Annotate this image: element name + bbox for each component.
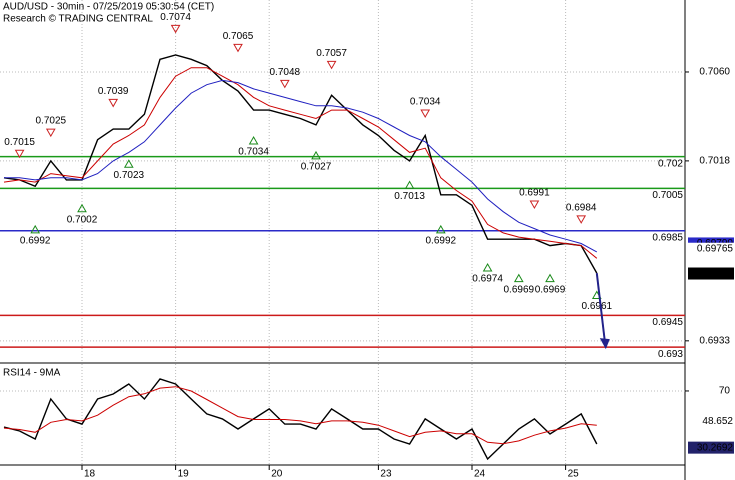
pivot-low-label: 0.6992 (20, 236, 51, 247)
pivot-high-label: 0.7025 (36, 116, 67, 127)
x-tick-label: 23 (380, 469, 392, 480)
price-tag (688, 415, 734, 428)
level-label: 0.6985 (652, 232, 683, 243)
chart-subtitle: Research © TRADING CENTRAL (3, 14, 153, 25)
chart-title: AUD/USD - 30min - 07/25/2019 05:30:54 (C… (3, 2, 214, 13)
pivot-high-marker (326, 60, 337, 70)
pivot-low-marker (311, 150, 321, 160)
pivot-high-marker (233, 43, 243, 53)
series-line (3, 54, 598, 274)
level-label: 0.702 (658, 158, 683, 169)
pivot-high-marker (529, 200, 540, 210)
pivot-high-label: 0.6991 (519, 188, 550, 199)
y-tick-label: 0.7060 (699, 67, 730, 78)
y-tick-label: 0.6933 (699, 335, 730, 346)
price-tag (688, 242, 734, 255)
pivot-low-label: 0.7034 (238, 147, 269, 158)
pivot-low-label: 0.6974 (472, 274, 503, 285)
pivot-low-label: 0.6969 (504, 284, 535, 295)
pivot-low-label: 0.6961 (582, 301, 613, 312)
pivot-high-label: 0.7057 (316, 48, 347, 59)
pivot-low-marker (404, 180, 415, 189)
pivot-low-marker (482, 263, 493, 272)
pivot-low-marker (435, 224, 446, 234)
pivot-high-marker (420, 109, 431, 119)
pivot-high-label: 0.7034 (410, 97, 441, 108)
x-tick-label: 18 (84, 469, 96, 480)
series-line (3, 378, 598, 461)
series-line (3, 386, 597, 445)
pivot-high-label: 0.7048 (270, 67, 301, 78)
pivot-high-marker (14, 149, 25, 159)
pivot-high-marker (45, 128, 56, 138)
pivot-high-label: 0.6984 (566, 203, 597, 214)
pivot-low-label: 0.6969 (535, 284, 566, 295)
pivot-low-label: 0.7023 (114, 170, 145, 181)
price-tag (688, 441, 734, 454)
level-label: 0.6945 (652, 317, 683, 328)
x-tick-label: 19 (178, 469, 190, 480)
pivot-low-marker (513, 273, 524, 283)
pivot-low-label: 0.6992 (426, 236, 457, 247)
series-line (3, 67, 598, 259)
price-tag-label: 0.69648 (697, 268, 734, 279)
pivot-high-marker (170, 24, 181, 34)
pivot-high-marker (279, 79, 290, 89)
pivot-low-marker (30, 224, 41, 234)
pivot-high-label: 0.7065 (223, 31, 254, 42)
pivot-low-marker (123, 159, 134, 168)
pivot-low-label: 0.7002 (67, 214, 98, 225)
pivot-high-label: 0.7039 (98, 86, 129, 97)
pivot-low-marker (545, 273, 555, 283)
price-tag-label: 30.2692 (697, 442, 734, 453)
pivot-high-label: 0.7074 (160, 12, 191, 23)
projection-arrowhead (599, 338, 610, 350)
y-tick-label: 70 (719, 386, 731, 397)
rsi-title: RSI14 - 9MA (3, 368, 61, 379)
price-tag-label: 0.69765 (697, 243, 734, 254)
price-tag (688, 267, 734, 280)
series-line (4, 79, 598, 253)
projection-arrow (595, 272, 606, 342)
x-tick-label: 25 (568, 469, 580, 480)
level-label: 0.693 (658, 349, 683, 360)
pivot-low-label: 0.7027 (301, 161, 332, 172)
pivot-high-marker (576, 215, 587, 224)
x-tick-label: 20 (271, 469, 283, 480)
y-tick-label: 0.7018 (699, 156, 730, 167)
price-tag-label: 48.652 (702, 416, 733, 427)
pivot-low-marker (248, 136, 259, 145)
level-label: 0.7005 (652, 190, 683, 201)
pivot-low-label: 0.7013 (394, 191, 425, 202)
pivot-high-marker (108, 98, 119, 108)
pivot-low-marker (77, 203, 87, 213)
pivot-high-label: 0.7015 (4, 137, 35, 148)
x-tick-label: 24 (474, 469, 486, 480)
